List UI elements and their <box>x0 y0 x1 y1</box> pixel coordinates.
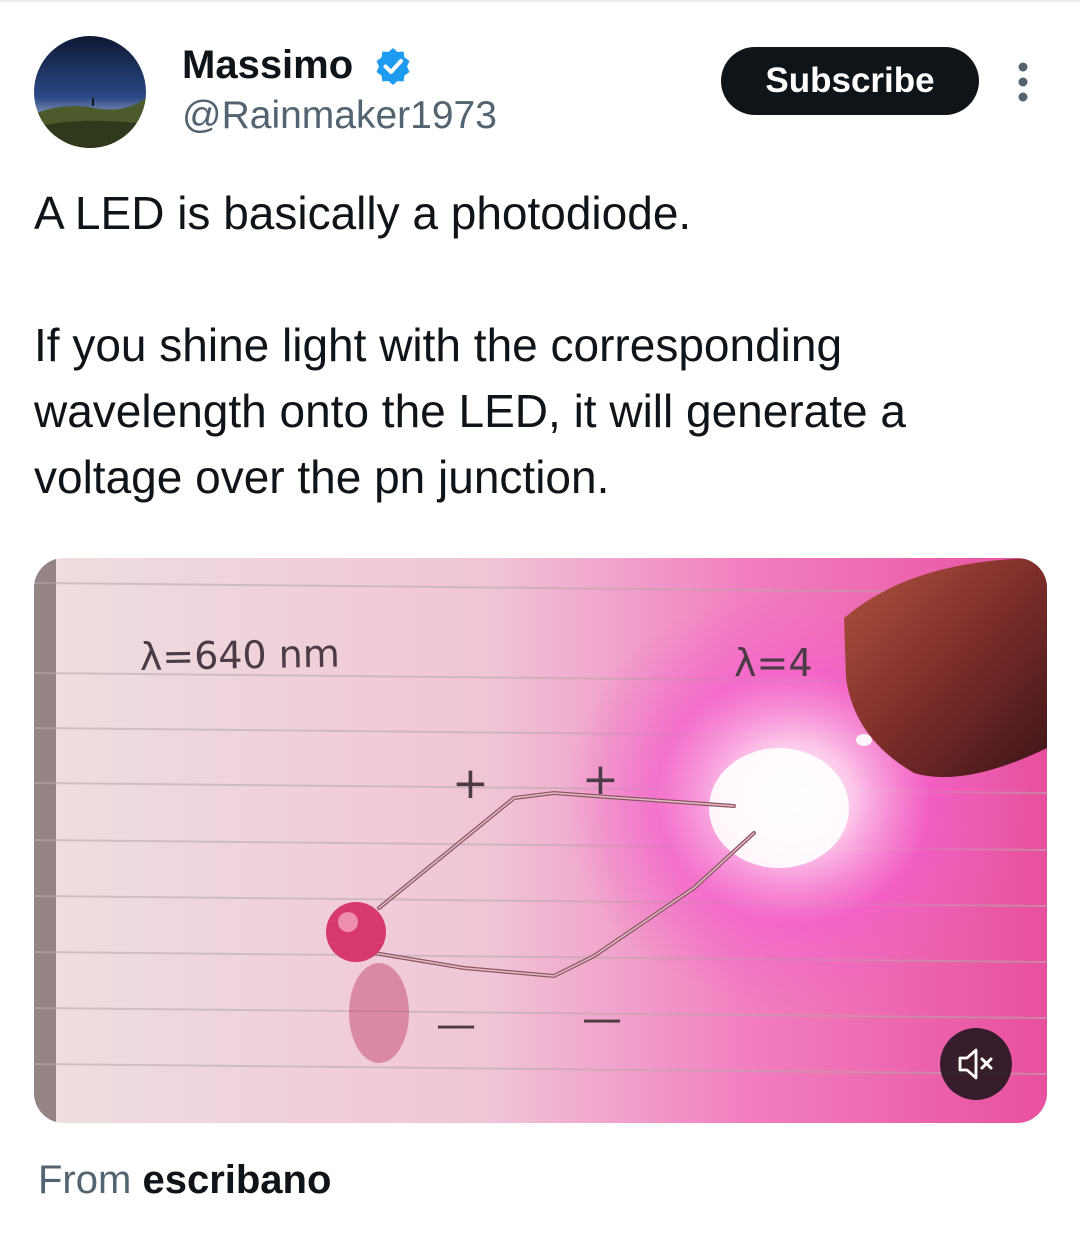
top-divider <box>0 0 1080 2</box>
wavelength-label-left: λ=640 nm <box>139 632 340 679</box>
wavelength-label-right: λ=4 <box>734 641 813 685</box>
source-name-link[interactable]: escribano <box>142 1158 332 1202</box>
plus-sign-right: + <box>582 754 619 805</box>
source-prefix: From <box>38 1158 132 1202</box>
media-source: From escribano <box>38 1155 331 1205</box>
video-annotations: λ=640 nm λ=4 + + — — <box>139 632 813 1048</box>
author-name[interactable]: Massimo <box>182 43 354 87</box>
video-player[interactable]: λ=640 nm λ=4 + + — — <box>34 558 1047 1123</box>
speaker-muted-icon <box>958 1048 993 1080</box>
minus-sign-left: — <box>436 1002 476 1048</box>
minus-sign-right: — <box>582 996 622 1042</box>
more-vertical-icon[interactable] <box>1010 60 1036 104</box>
avatar[interactable] <box>34 36 146 148</box>
mute-button[interactable] <box>940 1028 1012 1100</box>
author-handle[interactable]: @Rainmaker1973 <box>182 94 497 137</box>
plus-sign-left: + <box>452 758 489 809</box>
tweet-text: A LED is basically a photodiode. If you … <box>34 187 906 503</box>
subscribe-button[interactable]: Subscribe <box>721 47 979 115</box>
verified-badge-icon <box>376 48 410 85</box>
video-frame <box>34 558 1047 1123</box>
